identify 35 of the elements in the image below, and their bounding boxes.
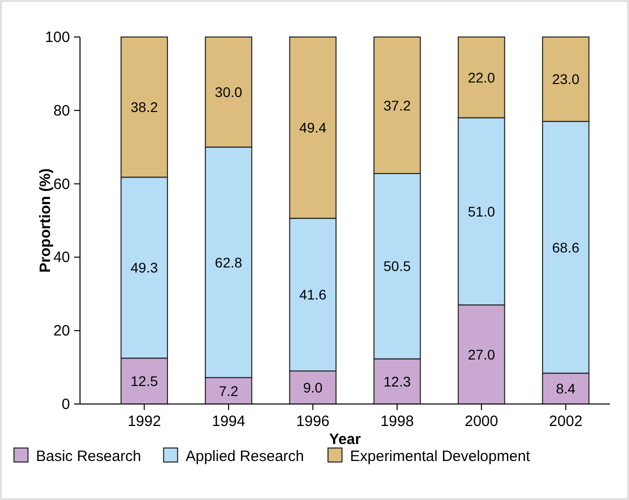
- legend-label: Basic Research: [36, 448, 142, 465]
- data-label: 12.3: [384, 373, 411, 390]
- y-tick-label: 20: [53, 322, 70, 340]
- data-label: 50.5: [384, 258, 411, 274]
- x-axis-title: Year: [329, 431, 362, 448]
- y-tick-label: 60: [53, 176, 70, 193]
- data-label: 68.6: [552, 239, 580, 256]
- legend-label: Experimental Development: [350, 448, 531, 465]
- data-label: 12.5: [130, 373, 158, 390]
- x-tick-label: 1994: [212, 413, 246, 430]
- data-label: 22.0: [468, 69, 496, 86]
- data-label: 7.2: [218, 382, 238, 399]
- y-tick-label: 80: [53, 102, 70, 120]
- legend-label: Applied Research: [186, 448, 304, 465]
- data-label: 30.0: [214, 84, 242, 100]
- data-label: 8.4: [556, 380, 576, 397]
- x-tick-label: 2000: [464, 413, 498, 430]
- x-tick-label: 1996: [296, 413, 330, 430]
- data-label: 9.0: [303, 379, 323, 396]
- data-label: 38.2: [130, 99, 158, 116]
- x-tick-label: 1998: [380, 413, 414, 430]
- data-label: 27.0: [468, 346, 496, 362]
- x-tick-label: 2002: [549, 413, 582, 430]
- data-label: 49.4: [299, 120, 327, 136]
- data-label: 41.6: [299, 286, 327, 303]
- y-axis-title: Proportion (%): [37, 168, 54, 273]
- y-tick-label: 40: [53, 249, 70, 266]
- data-label: 49.3: [130, 260, 158, 276]
- y-tick-label: 0: [62, 396, 70, 413]
- y-tick-label: 100: [44, 29, 70, 46]
- data-label: 51.0: [468, 203, 496, 220]
- data-label: 37.2: [384, 97, 411, 114]
- x-tick-label: 1992: [128, 413, 161, 430]
- data-label: 23.0: [552, 71, 580, 88]
- data-label: 62.8: [214, 254, 242, 270]
